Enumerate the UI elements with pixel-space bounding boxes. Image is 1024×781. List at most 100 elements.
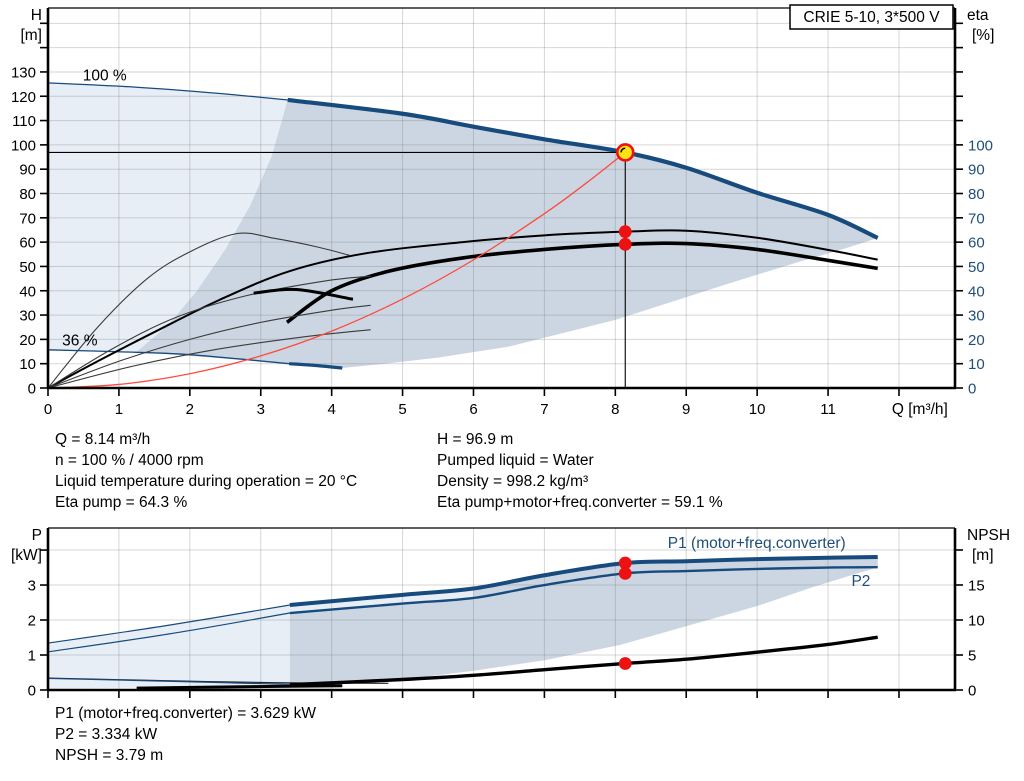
tick-label-x: 5 xyxy=(398,401,406,418)
info-line-speed: n = 100 % / 4000 rpm xyxy=(55,452,204,469)
info-line-head: H = 96.9 m xyxy=(437,431,514,448)
eta-curve-reduced-speed-3 xyxy=(47,304,371,389)
tick-label-x: 9 xyxy=(682,401,690,418)
eta-total-curve xyxy=(285,241,878,324)
tick-label-right: 90 xyxy=(968,162,985,179)
p2-point xyxy=(618,566,632,580)
tick-label-left: 0 xyxy=(28,381,36,398)
tick-label-left: 40 xyxy=(19,283,36,300)
npsh-point xyxy=(618,657,632,670)
tick-label-left: 3 xyxy=(28,578,36,595)
tick-label-left: 60 xyxy=(19,235,36,252)
tick-label-left: 130 xyxy=(11,64,36,81)
info-line-p2: P2 = 3.334 kW xyxy=(55,726,158,743)
tick-label-right: 80 xyxy=(968,186,985,203)
info-line-npsh: NPSH = 3.79 m xyxy=(55,747,164,764)
tick-label-right: 40 xyxy=(968,283,985,300)
left-axis-unit: [m] xyxy=(20,27,42,44)
p1-curve-out-of-range xyxy=(47,604,290,644)
tick-label-right: 30 xyxy=(968,308,985,325)
eta-pump-curve xyxy=(47,229,878,389)
chart-title-box xyxy=(789,4,954,30)
tick-label-left: 20 xyxy=(19,332,36,349)
tick-label-left: 70 xyxy=(19,210,36,227)
tick-label-x: 1 xyxy=(115,401,123,418)
info-line-density: Density = 998.2 kg/m³ xyxy=(437,473,589,490)
tick-label-right: 15 xyxy=(968,577,985,594)
tick-label-x: 6 xyxy=(469,401,477,418)
tick-label-x: 4 xyxy=(327,401,335,418)
tick-label-x: 10 xyxy=(749,401,766,418)
left-axis-title: P xyxy=(32,527,42,544)
curve-annotation: 36 % xyxy=(62,333,98,350)
tick-label-x: 2 xyxy=(186,401,194,418)
info-line-eta-total: Eta pump+motor+freq.converter = 59.1 % xyxy=(437,494,723,511)
x-axis-title: Q [m³/h] xyxy=(892,401,948,418)
tick-label-left: 110 xyxy=(12,113,36,130)
tick-label-right: 10 xyxy=(968,356,985,373)
tick-label-right: 5 xyxy=(968,647,976,664)
curve-annotation: 100 % xyxy=(83,67,127,84)
tick-label-x: 11 xyxy=(820,401,836,418)
right-axis-unit: [m] xyxy=(972,547,994,564)
right-axis-unit: [%] xyxy=(972,27,994,44)
p-curve-low-speed-blue xyxy=(47,677,290,685)
power-envelope-dark xyxy=(289,567,878,686)
duty-point xyxy=(615,143,635,162)
p1-curve xyxy=(289,555,878,607)
left-axis-unit: [kW] xyxy=(11,547,42,564)
info-line-eta-pump: Eta pump = 64.3 % xyxy=(55,494,188,511)
curve-annotation: P2 xyxy=(851,573,870,590)
power-info: P1 (motor+freq.converter) = 3.629 kW P2 … xyxy=(55,703,316,766)
p2-curve-out-of-range xyxy=(47,612,290,653)
eta-pump-point xyxy=(618,225,632,239)
p2-curve xyxy=(289,565,878,615)
tick-label-left: 10 xyxy=(19,356,36,373)
qh-curve-100pct xyxy=(287,97,879,240)
envelope-light xyxy=(48,82,288,352)
tick-label-right: 50 xyxy=(968,259,985,276)
tick-label-left: 50 xyxy=(19,259,36,276)
tick-label-right: 60 xyxy=(968,235,985,252)
tick-label-left: 30 xyxy=(19,308,36,325)
npsh-curve-low-speed xyxy=(136,684,343,690)
info-line-temperature: Liquid temperature during operation = 20… xyxy=(55,473,358,490)
info-line-liquid: Pumped liquid = Water xyxy=(437,452,594,469)
tick-label-left: 2 xyxy=(28,613,36,630)
qh-curve-36pct xyxy=(289,362,343,370)
tick-label-right: 70 xyxy=(968,210,985,227)
tick-label-left: 100 xyxy=(11,137,36,154)
p1-point xyxy=(618,556,632,570)
tick-label-left: 80 xyxy=(19,186,36,203)
envelope-dark xyxy=(136,99,878,369)
eta-total-reduced-speed xyxy=(253,287,354,301)
eta-curve-reduced-speed-2 xyxy=(47,275,371,389)
tick-label-left: 90 xyxy=(19,162,36,179)
qh-curve-100pct-out-of-range xyxy=(47,82,288,101)
eta-total-point xyxy=(618,237,632,251)
left-axis-title: H xyxy=(31,7,42,24)
tick-label-left: 120 xyxy=(11,89,36,106)
chart-power-npsh: 0 1 2 3 0 5 10 15 P [kW] NPSH [m] P1 (motor+freq.con… xyxy=(11,527,1010,700)
duty-point-mark xyxy=(620,147,626,153)
tick-label-right: 10 xyxy=(968,612,985,629)
tick-label-x: 0 xyxy=(44,401,52,418)
info-line-q: Q = 8.14 m³/h xyxy=(55,431,151,448)
right-axis-title: NPSH xyxy=(967,527,1010,544)
tick-label-left: 1 xyxy=(28,648,36,665)
duty-info-left: Q = 8.14 m³/h n = 100 % / 4000 rpm Liqui… xyxy=(55,429,357,513)
right-axis-title: eta xyxy=(967,7,989,24)
npsh-curve xyxy=(289,635,878,687)
tick-label-x: 7 xyxy=(540,401,548,418)
tick-label-x: 8 xyxy=(611,401,619,418)
tick-label-right: 100 xyxy=(968,137,993,154)
control-curve-red xyxy=(47,151,626,389)
tick-label-left: 0 xyxy=(28,683,36,700)
tick-label-right: 20 xyxy=(968,332,985,349)
curve-annotation: P1 (motor+freq.converter) xyxy=(668,535,846,552)
tick-label-x: 3 xyxy=(257,401,265,418)
power-envelope-dark-band xyxy=(473,557,878,598)
tick-label-right: 0 xyxy=(968,381,976,398)
info-line-p1: P1 (motor+freq.converter) = 3.629 kW xyxy=(55,705,317,722)
